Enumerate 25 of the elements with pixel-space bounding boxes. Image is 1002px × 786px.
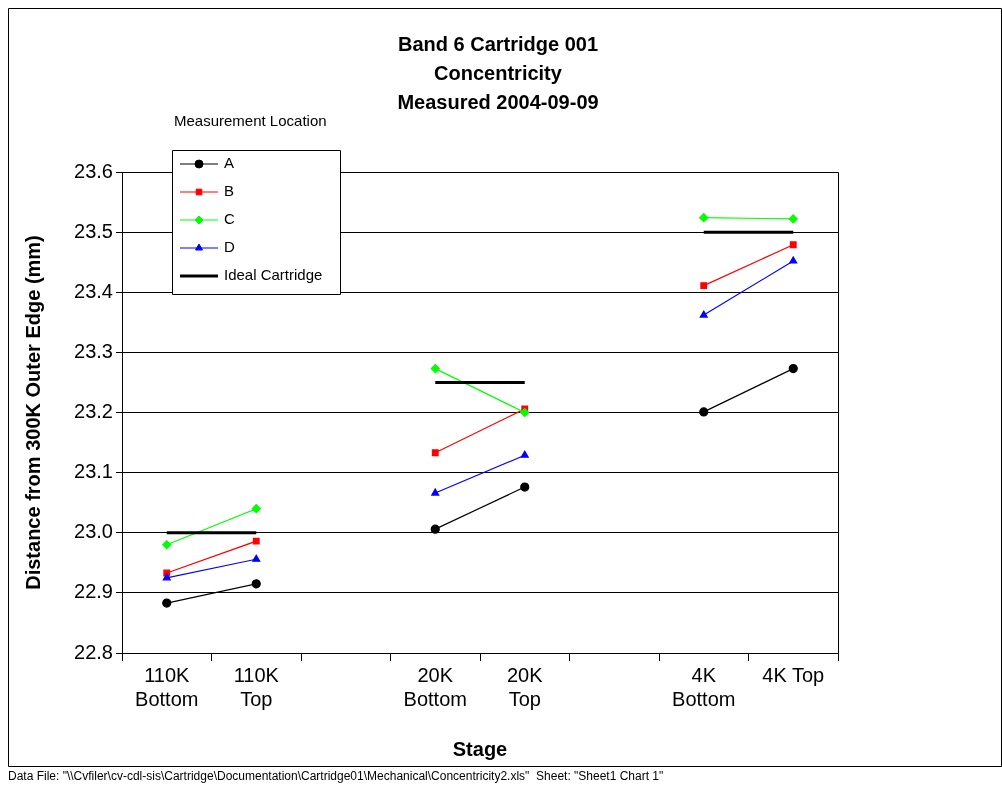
y-tick-label: 23.3 bbox=[74, 339, 113, 362]
y-tick-label: 23.6 bbox=[74, 159, 113, 182]
x-tick-label: 20K Top bbox=[506, 663, 544, 710]
y-tick-label: 23.1 bbox=[74, 460, 113, 483]
legend-label: B bbox=[224, 182, 235, 200]
text: Data File: "\\Cvfiler\cv-cdl-sis\Cartridge\Documentation\Cartridge01\Mechanical\Concentricity2.xls" Sheet: "Sheet1 Chart 1" bbox=[8, 769, 664, 784]
y-axis-title: Distance from 300K Outer Edge (mm) bbox=[21, 235, 44, 590]
legend-label: Ideal Cartridge bbox=[224, 266, 323, 284]
x-tick-label: 110K Top bbox=[233, 663, 280, 710]
x-tick-label: 4K Top bbox=[762, 663, 825, 686]
legend-label: C bbox=[224, 210, 235, 228]
y-tick-label: 22.8 bbox=[74, 640, 113, 663]
y-tick-label: 23.4 bbox=[74, 279, 113, 302]
x-tick-label: 4K Bottom bbox=[672, 663, 736, 710]
legend-title: Measurement Location bbox=[174, 112, 327, 130]
y-tick-label: 23.0 bbox=[74, 520, 113, 543]
chart-title: Band 6 Cartridge 001 Concentricity Measured 2004-09-09 bbox=[397, 32, 599, 113]
legend-label: D bbox=[224, 238, 235, 256]
x-axis-title: Stage bbox=[452, 737, 508, 760]
x-tick-label: 20K Bottom bbox=[403, 663, 467, 710]
y-tick-label: 23.2 bbox=[74, 400, 113, 423]
y-tick-label: 22.9 bbox=[74, 580, 113, 603]
x-tick-label: 110K Bottom bbox=[135, 663, 199, 710]
legend-label: A bbox=[224, 154, 235, 172]
y-tick-label: 23.5 bbox=[74, 219, 113, 242]
